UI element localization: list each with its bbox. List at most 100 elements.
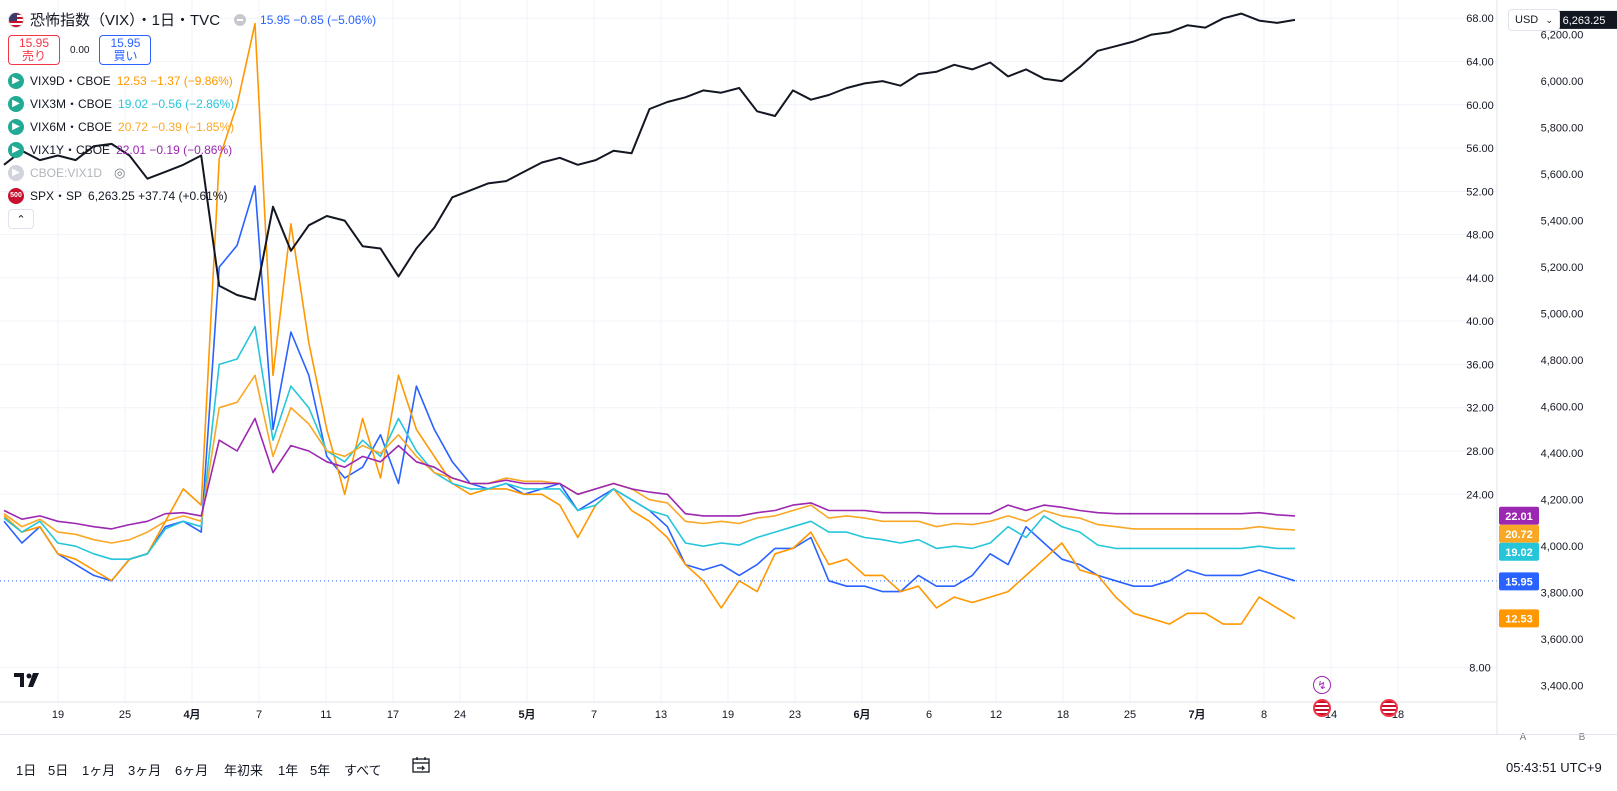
x-axis-tick: 24 xyxy=(454,709,466,721)
chart-legend: 恐怖指数（VIX）・1日・TVC 15.95 −0.85 (−5.06%) 15… xyxy=(8,8,376,229)
legend-item-spx[interactable]: 500 SPX・SP 6,263.25 +37.74 (+0.61%) xyxy=(8,184,376,207)
right-axis-tick: 4,000.00 xyxy=(1541,541,1584,553)
chevron-right-icon[interactable]: ▶ xyxy=(8,164,24,181)
sell-label: 売り xyxy=(21,49,46,63)
x-axis-tick: 13 xyxy=(655,709,667,721)
last-value-label-bg xyxy=(1499,542,1539,561)
x-axis-tick: 23 xyxy=(789,709,801,721)
range-5y-button[interactable]: 5年 xyxy=(310,763,331,778)
right-axis-tick: 4,800.00 xyxy=(1541,355,1584,367)
range-1m-button[interactable]: 1ヶ月 xyxy=(82,763,116,778)
range-6m-button[interactable]: 6ヶ月 xyxy=(175,763,209,778)
chevron-down-icon: ⌄ xyxy=(1545,14,1553,25)
left-axis-tick: 44.00 xyxy=(1466,273,1494,285)
last-value-label-bg xyxy=(1499,609,1539,628)
left-axis-tick: 36.00 xyxy=(1466,359,1494,371)
legend-values: 6,263.25 +37.74 (+0.61%) xyxy=(88,188,228,203)
right-axis-tick: 6,000.00 xyxy=(1541,76,1584,88)
x-axis-tick: 12 xyxy=(990,709,1002,721)
flash-event-icon[interactable]: ↯ xyxy=(1313,676,1331,694)
collapse-legend-button[interactable]: ⌃ xyxy=(8,209,34,229)
right-axis-tick: 5,200.00 xyxy=(1541,262,1584,274)
legend-values: 20.72 −0.39 (−1.85%) xyxy=(118,119,235,134)
time-axis: 19 25 4月 7 11 17 24 5月 7 13 19 23 6月 6 12 18 25 7月 8 14 18 xyxy=(52,708,1404,721)
x-axis-tick: 7月 xyxy=(1188,708,1205,721)
auto-scale-button[interactable]: A xyxy=(1519,731,1527,743)
range-5d-button[interactable]: 5日 xyxy=(48,763,69,778)
left-axis-tick: 56.00 xyxy=(1466,143,1494,155)
range-3m-button[interactable]: 3ヶ月 xyxy=(128,763,162,778)
chevron-right-icon[interactable]: ▶ xyxy=(8,141,24,158)
us-flag-event-icon[interactable] xyxy=(1313,699,1331,717)
last-value-label: 15.95 xyxy=(1505,576,1533,588)
right-axis-tick: 5,000.00 xyxy=(1541,309,1584,321)
time-readout[interactable]: 05:43:51 UTC+9 xyxy=(1506,760,1602,775)
range-1y-button[interactable]: 1年 xyxy=(278,763,299,778)
x-axis-tick: 19 xyxy=(52,709,64,721)
minimize-icon[interactable] xyxy=(234,13,247,26)
right-axis-tick: 3,800.00 xyxy=(1541,588,1584,600)
legend-symbol: VIX3M・CBOE xyxy=(30,97,113,111)
legend-item-vix1y[interactable]: ▶ VIX1Y・CBOE 22.01 −0.19 (−0.86%) xyxy=(8,138,376,161)
buy-button[interactable]: 15.95 買い xyxy=(99,35,152,65)
calendar-goto-icon[interactable] xyxy=(412,756,430,774)
chevron-right-icon[interactable]: ▶ xyxy=(8,72,24,89)
chevron-right-icon[interactable]: ▶ xyxy=(8,118,24,135)
log-scale-button[interactable]: B xyxy=(1578,731,1586,743)
series-layer xyxy=(3,12,1296,625)
range-ytd-button[interactable]: 年初来 xyxy=(224,763,264,778)
x-axis-tick: 8 xyxy=(1261,709,1267,721)
last-value-label: 19.02 xyxy=(1505,547,1533,559)
last-value-label: 22.01 xyxy=(1505,511,1533,523)
main-symbol-values: 15.95 −0.85 (−5.06%) xyxy=(260,12,377,27)
series-line xyxy=(3,417,1296,530)
main-symbol-title: 恐怖指数（VIX）・1日・TVC xyxy=(30,12,221,29)
left-axis-tick: 40.00 xyxy=(1466,316,1494,328)
right-price-axis: 6,200.00 6,000.00 5,800.00 5,600.00 5,400.00… xyxy=(1541,30,1584,693)
x-axis-tick: 7 xyxy=(591,709,597,721)
last-value-label-bg xyxy=(1499,506,1539,525)
range-all-button[interactable]: すべて xyxy=(344,763,382,778)
x-axis-tick: 19 xyxy=(722,709,734,721)
left-axis-tick: 28.00 xyxy=(1466,446,1494,458)
spx-500-icon: 500 xyxy=(8,187,24,204)
x-axis-tick: 17 xyxy=(387,709,399,721)
series-line xyxy=(3,374,1296,544)
chevron-up-icon: ⌃ xyxy=(16,213,26,226)
right-axis-tick: 3,600.00 xyxy=(1541,634,1584,646)
x-axis-tick: 25 xyxy=(119,709,131,721)
spx-last-label: 6,263.25 xyxy=(1563,15,1606,27)
x-axis-tick: 6 xyxy=(926,709,932,721)
left-axis-tick: 48.00 xyxy=(1466,230,1494,242)
legend-symbol: VIX9D・CBOE xyxy=(30,74,111,88)
legend-item-vix9d[interactable]: ▶ VIX9D・CBOE 12.53 −1.37 (−9.86%) xyxy=(8,69,376,92)
legend-symbol: VIX6M・CBOE xyxy=(30,120,113,134)
main-symbol-row[interactable]: 恐怖指数（VIX）・1日・TVC 15.95 −0.85 (−5.06%) xyxy=(8,8,376,31)
chevron-right-icon[interactable]: ▶ xyxy=(8,95,24,112)
legend-item-vix6m[interactable]: ▶ VIX6M・CBOE 20.72 −0.39 (−1.85%) xyxy=(8,115,376,138)
left-axis-tick: 24.00 xyxy=(1466,489,1494,501)
legend-item-vix3m[interactable]: ▶ VIX3M・CBOE 19.02 −0.56 (−2.86%) xyxy=(8,92,376,115)
legend-item-vix1d[interactable]: ▶ CBOE:VIX1D ◎ xyxy=(8,161,376,184)
sell-button[interactable]: 15.95 売り xyxy=(8,35,60,65)
tradingview-logo-icon[interactable] xyxy=(14,670,44,690)
range-1d-button[interactable]: 1日 xyxy=(16,763,37,778)
us-flag-event-icon[interactable] xyxy=(1380,699,1398,717)
right-axis-tick: 5,800.00 xyxy=(1541,123,1584,135)
last-value-labels: 6,263.25 22.01 20.72 19.02 15.95 12.53 xyxy=(1499,10,1617,628)
us-flag-icon xyxy=(8,11,24,28)
x-axis-tick: 5月 xyxy=(518,708,535,721)
grid-lines xyxy=(0,0,1497,702)
right-axis-tick: 4,600.00 xyxy=(1541,402,1584,414)
left-axis-tick: 60.00 xyxy=(1466,100,1494,112)
left-axis-tick: 68.00 xyxy=(1466,13,1494,25)
currency-select[interactable]: USD ⌄ xyxy=(1508,9,1560,31)
spread-value: 0.00 xyxy=(70,44,90,56)
buy-price: 15.95 xyxy=(110,36,141,50)
series-line xyxy=(3,22,1296,625)
eye-off-icon[interactable]: ◎ xyxy=(114,164,126,180)
legend-values: 22.01 −0.19 (−0.86%) xyxy=(116,142,233,157)
legend-symbol: CBOE:VIX1D xyxy=(30,165,103,180)
series-line xyxy=(3,185,1296,593)
